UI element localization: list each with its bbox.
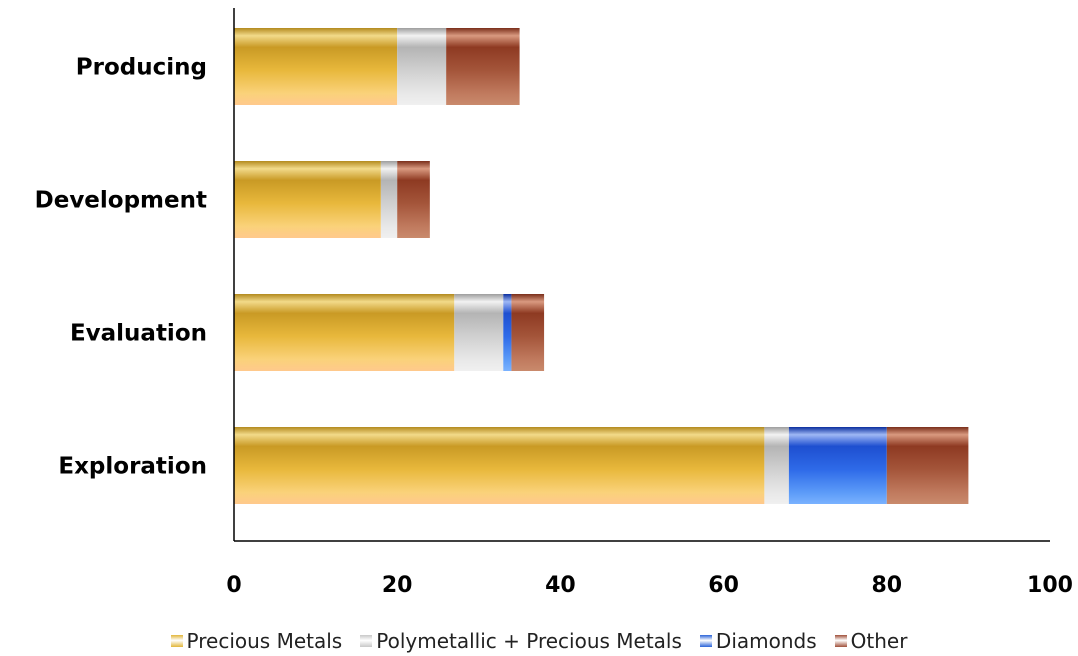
x-tick-label-60: 60 xyxy=(708,573,739,598)
bar-exploration-precious-metals xyxy=(234,427,765,504)
x-tick-label-20: 20 xyxy=(382,573,413,598)
x-tick-label-100: 100 xyxy=(1027,573,1073,598)
x-tick-labels: 0 20 40 60 80 100 xyxy=(226,573,1073,598)
category-label-evaluation: Evaluation xyxy=(70,321,207,347)
legend-item-other: Other xyxy=(834,629,908,653)
bar-producing-polymetallic-precious-metals xyxy=(397,28,447,105)
legend-item-precious-metals: Precious Metals xyxy=(170,629,343,653)
x-tick-label-80: 80 xyxy=(871,573,902,598)
legend-item-polymetallic-precious-metals: Polymetallic + Precious Metals xyxy=(360,629,682,653)
category-label-development: Development xyxy=(35,188,207,214)
legend-label-precious-metals: Precious Metals xyxy=(186,629,343,653)
stacked-bar-chart: Producing Development Evaluation Exploratio… xyxy=(35,8,1073,598)
bar-producing-precious-metals xyxy=(234,28,398,105)
legend-swatch-polymetallic-precious-metals xyxy=(360,635,373,647)
legend-swatch-other xyxy=(834,635,847,647)
bar-development-precious-metals xyxy=(234,161,381,238)
bar-evaluation-other xyxy=(511,294,545,371)
bar-exploration-other xyxy=(886,427,969,504)
legend-label-diamonds: Diamonds xyxy=(715,629,817,653)
legend-swatch-precious-metals xyxy=(170,635,183,647)
x-tick-label-0: 0 xyxy=(226,573,241,598)
bar-evaluation-polymetallic-precious-metals xyxy=(454,294,504,371)
bar-evaluation-diamonds xyxy=(503,294,512,371)
bars-group xyxy=(234,28,969,504)
bar-development-other xyxy=(397,161,430,238)
bar-exploration-diamonds xyxy=(788,427,887,504)
x-tick-label-40: 40 xyxy=(545,573,576,598)
legend-item-diamonds: Diamonds xyxy=(699,629,817,653)
category-label-producing: Producing xyxy=(76,55,207,81)
legend-label-polymetallic-precious-metals: Polymetallic + Precious Metals xyxy=(376,629,682,653)
bar-evaluation-precious-metals xyxy=(234,294,455,371)
legend: Precious Metals Polymetallic + Precious M… xyxy=(0,626,1078,656)
category-label-exploration: Exploration xyxy=(58,454,207,480)
category-labels: Producing Development Evaluation Exploratio… xyxy=(35,55,207,480)
bar-development-polymetallic-precious-metals xyxy=(380,161,398,238)
bar-exploration-polymetallic-precious-metals xyxy=(764,427,789,504)
legend-swatch-diamonds xyxy=(699,635,712,647)
bar-producing-other xyxy=(446,28,520,105)
legend-label-other: Other xyxy=(850,629,908,653)
